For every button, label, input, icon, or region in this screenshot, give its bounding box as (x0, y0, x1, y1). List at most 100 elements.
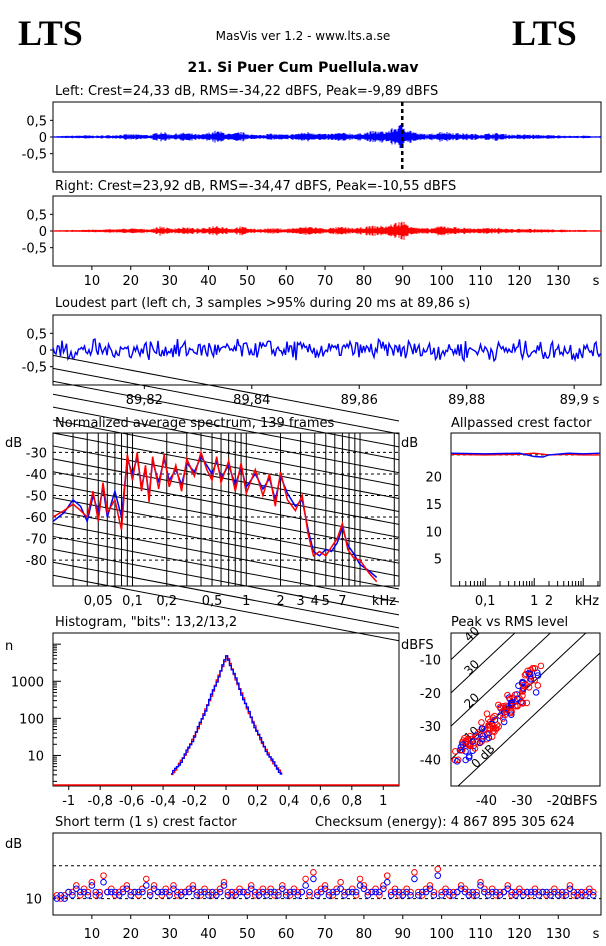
peak-rms-point (485, 734, 493, 742)
short-term-point-red (177, 888, 185, 896)
peak-rms-point (529, 664, 537, 672)
short-term-point-red (438, 888, 445, 896)
right-waveform-title: Right: Crest=23,92 dB, RMS=-34,47 dBFS, … (55, 179, 456, 194)
spectrum-xtick-7: 4 (311, 594, 319, 609)
peak-rms-point (493, 725, 500, 732)
short-term-point-blue (76, 888, 84, 896)
peak-rms-point (502, 708, 510, 716)
loudest_part-tick-0: 0,5 (26, 327, 47, 342)
short-term-point-blue (142, 882, 150, 889)
short-term-point-red (92, 892, 100, 899)
loudest_part-tick-1: 0 (39, 344, 47, 359)
short-term-point-blue (523, 888, 531, 896)
short-term-point-red (267, 885, 274, 893)
spectrum-slope-14 (52, 535, 400, 603)
histogram-xtick-3: -0,4 (150, 794, 175, 809)
peak-rms-point (519, 688, 527, 695)
peak-rms-point (537, 662, 545, 670)
peak-rms-point (500, 718, 508, 726)
peak-rms-point (522, 670, 530, 678)
short-term-point-blue (247, 885, 255, 893)
short-term-point-blue (177, 892, 185, 899)
short-term-point-blue (438, 892, 445, 899)
checksum-label: Checksum (energy): 4 867 895 305 624 (315, 815, 575, 830)
short-term-point-red (197, 892, 204, 899)
short-term-point-red (57, 895, 65, 902)
short-term-point-blue (422, 888, 430, 896)
allpassed-ylabel: dB (401, 436, 418, 451)
short-term-point-red (310, 869, 317, 876)
short-term-point-red (380, 882, 387, 889)
short-term-point-red (348, 885, 356, 893)
short-term-point-blue (80, 888, 88, 896)
spectrum-slope-17 (52, 574, 400, 642)
short-term-point-blue (135, 888, 142, 896)
short-term-point-red (450, 888, 457, 896)
short-term-point-red (321, 882, 329, 889)
short-term-point-blue (267, 888, 274, 896)
right_waveform-tick-1: 0 (39, 225, 47, 240)
short-term-point-blue (127, 892, 135, 899)
peak-rms-ytick-0: -10 (420, 654, 441, 669)
short-term-point-red (73, 882, 80, 889)
short-term-point-red (162, 885, 170, 893)
short-term-point-red (201, 885, 208, 893)
spectrum-slope-13 (52, 523, 400, 590)
short-term-point-red (61, 892, 68, 899)
histogram-xtick-5: 0 (222, 794, 230, 809)
histogram-xtick-9: 0,8 (341, 794, 362, 809)
short-term-point-blue (403, 888, 410, 896)
spectrum-xtick-5: 2 (276, 594, 284, 609)
short-term-panel: Short term (1 s) crest factor Checksum (… (5, 815, 602, 942)
short-term-point-blue (150, 885, 158, 893)
short-term-frame (52, 832, 602, 916)
short-term-point-blue (481, 888, 488, 896)
peak-rms-point (531, 676, 538, 684)
short-term-point-blue (442, 888, 449, 896)
short-term-point-blue (317, 888, 325, 896)
short-term-point-red (543, 892, 550, 899)
short-term-point-blue (100, 878, 107, 886)
right_waveform-tick-2: -0,5 (22, 242, 47, 257)
loudest_part-xtick-3: 89,88 (448, 393, 485, 408)
histogram-xtick-1: -0,8 (87, 794, 112, 809)
short-term-point-red (352, 892, 360, 899)
histogram-xtick-6: 0,2 (247, 794, 268, 809)
peak-rms-point (519, 692, 526, 699)
peak-rms-xtick-2: -20 (547, 794, 568, 809)
short-term-point-red (403, 885, 410, 893)
short-term-point-blue (512, 892, 519, 899)
short-term-point-red (205, 888, 212, 896)
right_waveform-xtick-0: 10 (84, 274, 101, 289)
short-term-point-blue (263, 892, 271, 899)
short-term-point-blue (240, 888, 247, 896)
short-term-point-blue (279, 885, 286, 893)
short-term-point-red (415, 888, 422, 896)
short-term-xtick-4: 50 (239, 927, 256, 942)
short-term-point-blue (473, 892, 480, 899)
spectrum-xtick-2: 0,2 (156, 594, 177, 609)
short-term-point-red (411, 869, 418, 876)
short-term-point-blue (399, 892, 407, 899)
spectrum-ytick-2: -50 (26, 489, 47, 504)
peak-rms-diag-1 (450, 632, 516, 694)
short-term-point-red (399, 888, 407, 896)
loudest_part-trace (52, 337, 602, 363)
peak-rms-point (454, 756, 462, 764)
short-term-point-blue (146, 892, 154, 899)
peak-rms-point (499, 703, 507, 710)
short-term-xtick-0: 10 (84, 927, 101, 942)
short-term-point-blue (337, 885, 344, 893)
peak-rms-point (472, 732, 480, 739)
peak-rms-point (459, 741, 467, 748)
short-term-xtick-3: 40 (200, 927, 217, 942)
short-term-point-blue (376, 888, 383, 896)
short-term-point-blue (181, 888, 189, 896)
short-term-point-red (376, 892, 383, 899)
allpassed-frame (450, 432, 601, 587)
short-term-point-red (216, 885, 224, 893)
short-term-point-red (333, 885, 341, 893)
short-term-point-red (527, 892, 535, 899)
short-term-point-red (119, 885, 127, 893)
spectrum-slope-11 (52, 497, 400, 564)
